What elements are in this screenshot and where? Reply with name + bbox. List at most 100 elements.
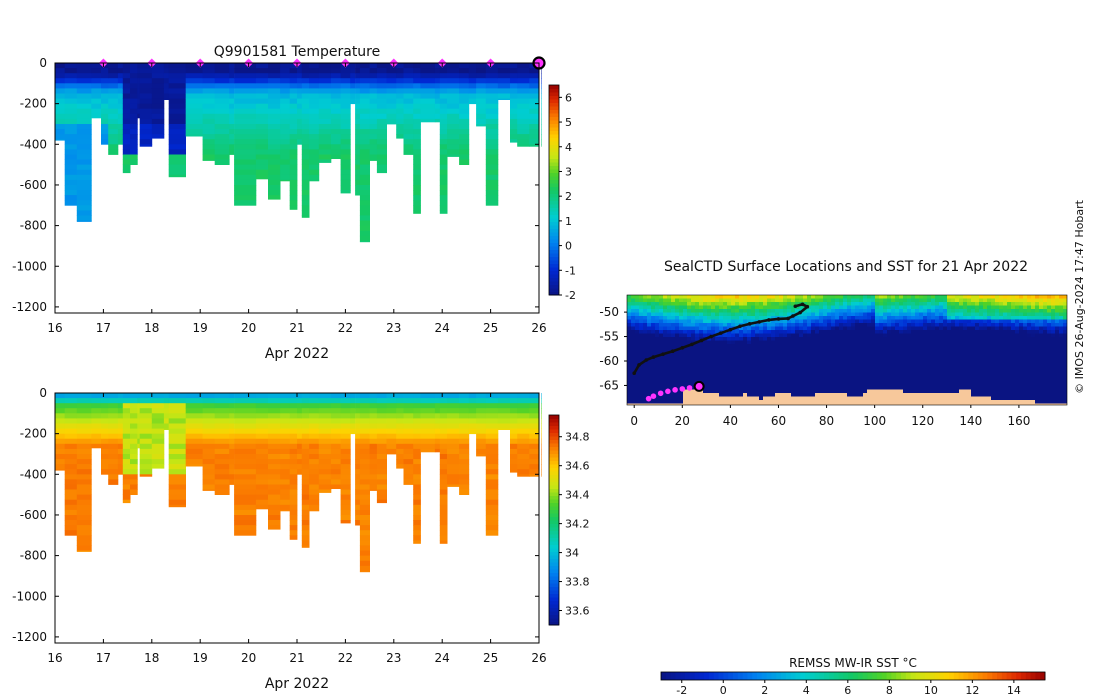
sst-cell [923, 295, 928, 299]
sst-cell [811, 319, 816, 324]
sst-cell [695, 354, 700, 359]
profile-cell [386, 443, 397, 450]
profile-cell [359, 489, 370, 495]
colorbar-segment [549, 492, 559, 496]
sst-cell [915, 361, 920, 366]
profile-cell [459, 93, 470, 99]
sst-cell [939, 368, 944, 373]
profile-column [55, 393, 66, 471]
profile-cell [229, 73, 235, 79]
profile-cell [168, 428, 186, 435]
sst-cell [775, 323, 780, 327]
sst-cell [1011, 326, 1016, 331]
profile-cell [255, 413, 269, 419]
sst-cell [711, 309, 716, 313]
sst-cell [703, 340, 708, 345]
profile-cell [485, 515, 499, 521]
profile-cell [268, 484, 281, 490]
sst-cell [631, 295, 636, 299]
profile-cell [413, 159, 421, 165]
profile-cell [117, 108, 124, 115]
sst-cell [715, 302, 720, 306]
sst-cell [967, 309, 972, 313]
sst-cell [831, 302, 836, 306]
profile-cell [340, 159, 351, 165]
profile-cell [340, 118, 351, 125]
profile-column [459, 393, 470, 495]
sst-cell [707, 375, 712, 380]
profile-cell [280, 418, 291, 424]
profile-cell [541, 73, 542, 79]
profile-cell [541, 464, 542, 470]
sst-cell [655, 298, 660, 303]
profile-cell [122, 489, 131, 495]
sst-cell [739, 312, 744, 317]
profile-cell [130, 423, 138, 429]
profile-cell [234, 515, 257, 521]
sst-cell [931, 365, 936, 369]
sst-cell [883, 319, 888, 324]
profile-cell [359, 205, 370, 211]
sst-cell [975, 340, 980, 345]
sst-cell [895, 375, 900, 380]
profile-cell [309, 149, 320, 155]
profile-cell [268, 438, 281, 445]
sst-cell [979, 333, 984, 338]
sst-cell [859, 372, 864, 376]
sst-cell [991, 333, 996, 338]
profile-cell [122, 108, 131, 115]
sst-cell [679, 295, 684, 299]
profile-cell [485, 139, 499, 145]
colorbar-segment [549, 151, 559, 156]
colorbar-segment [549, 530, 559, 535]
sst-cell [727, 375, 732, 380]
sst-cell [879, 354, 884, 359]
profile-cell [420, 398, 436, 404]
sst-cell [1007, 333, 1012, 338]
sst-cell [759, 372, 764, 376]
profile-cell [386, 413, 397, 419]
sst-cell [771, 365, 776, 369]
sst-cell [783, 333, 788, 338]
profile-cell [234, 159, 257, 165]
sst-cell [1055, 333, 1060, 338]
profile-cell [139, 144, 153, 147]
profile-cell [439, 403, 448, 409]
sst-cell [1007, 344, 1012, 348]
profile-cell [289, 195, 298, 201]
profile-cell [485, 200, 499, 206]
profile-cell [139, 78, 153, 84]
sst-cell [963, 347, 968, 352]
sst-cell [691, 302, 696, 306]
sst-cell [743, 302, 748, 306]
profile-cell [214, 423, 230, 429]
sst-cell [1003, 333, 1008, 338]
sst-cell [667, 354, 672, 359]
profile-cell [369, 134, 378, 140]
profile-cell [403, 413, 414, 419]
sst-cell [715, 295, 720, 299]
colorbar-segment [549, 162, 559, 166]
profile-cell [396, 134, 404, 139]
sst-cell [947, 340, 952, 345]
profile-cell [234, 63, 257, 69]
profile-cell [268, 93, 281, 99]
sst-cell [751, 372, 756, 376]
sst-cell [755, 309, 760, 313]
sst-cell [627, 365, 632, 369]
profile-cell [403, 408, 414, 414]
profile-cell [168, 78, 186, 84]
sst-cell [995, 309, 1000, 313]
profile-cell [413, 443, 421, 450]
sst-cell [887, 323, 892, 327]
profile-column [447, 63, 460, 157]
sst-cell [787, 312, 792, 317]
profile-cell [413, 408, 421, 414]
sst-cell [815, 333, 820, 338]
sst-cell [1027, 326, 1032, 331]
sst-cell [963, 323, 968, 327]
profile-cell [76, 108, 92, 115]
sst-cell [795, 361, 800, 366]
sst-cell [791, 295, 796, 299]
profile-cell [301, 98, 310, 105]
